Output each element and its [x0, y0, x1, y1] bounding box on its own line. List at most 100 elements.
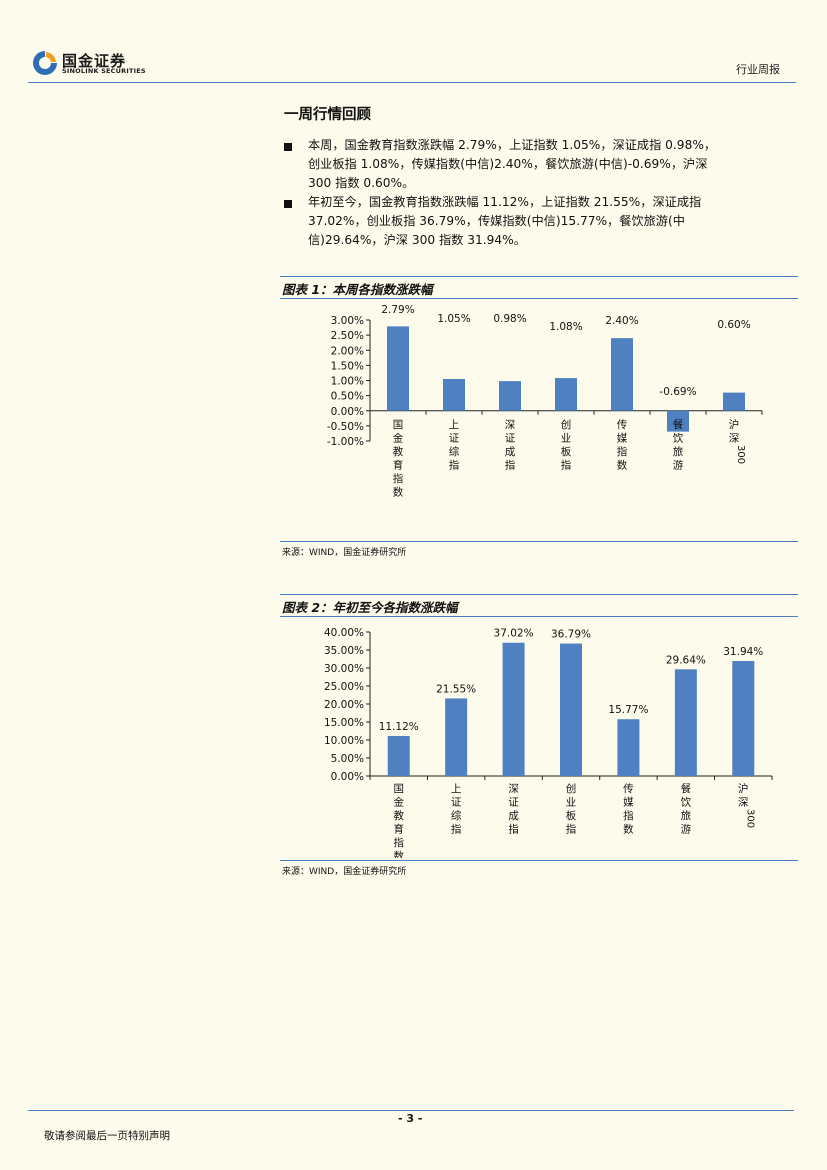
disclaimer-note: 敬请参阅最后一页特别声明: [44, 1130, 170, 1142]
y-tick-label: 0.00%: [331, 771, 364, 783]
paragraph-line: 信)29.64%，沪深 300 指数 31.94%。: [308, 233, 526, 247]
svg-text:国: 国: [393, 419, 404, 431]
svg-text:证: 证: [449, 433, 460, 445]
svg-text:国: 国: [393, 783, 404, 795]
figure-2-source: 来源：WIND，国金证券研究所: [282, 867, 407, 877]
y-tick-label: 1.50%: [331, 360, 364, 372]
bar: [674, 669, 697, 776]
category-label: 餐饮旅游: [681, 782, 692, 836]
data-label: 0.60%: [717, 319, 750, 331]
svg-text:指: 指: [451, 823, 462, 836]
figure-1-top-rule: [280, 276, 798, 277]
sinolink-logo-icon: [33, 51, 57, 75]
brand-name-cn: 国金证券: [62, 52, 127, 70]
bar: [611, 338, 633, 411]
data-label: 31.94%: [723, 646, 763, 658]
svg-text:深: 深: [738, 797, 749, 809]
category-label: 传媒指数: [623, 783, 634, 836]
y-tick-label: 15.00%: [324, 717, 364, 729]
svg-text:上: 上: [451, 783, 462, 795]
y-tick-label: 20.00%: [324, 699, 364, 711]
category-label: 创业板指: [561, 418, 572, 472]
svg-text:沪: 沪: [729, 418, 740, 431]
svg-text:成: 成: [505, 446, 516, 458]
svg-text:成: 成: [508, 810, 519, 822]
svg-text:证: 证: [505, 433, 516, 445]
svg-text:育: 育: [393, 823, 404, 836]
data-label: 1.08%: [549, 321, 582, 333]
category-label: 餐饮旅游: [673, 418, 684, 472]
bullet-paragraph-ytd: 年初至今，国金教育指数涨跌幅 11.12%，上证指数 21.55%，深证成指 3…: [308, 193, 786, 250]
bullet-marker: [284, 200, 292, 208]
figure-1-bottom-rule: [280, 541, 798, 542]
bullet-paragraph-weekly: 本周，国金教育指数涨跌幅 2.79%，上证指数 1.05%，深证成指 0.98%…: [308, 136, 786, 193]
y-tick-label: 0.50%: [331, 391, 364, 403]
data-label: 37.02%: [494, 628, 534, 640]
brand-name-en: SINOLINK SECURITIES: [62, 67, 146, 75]
y-tick-label: 2.00%: [331, 345, 364, 357]
paragraph-line: 300 指数 0.60%。: [308, 176, 415, 190]
svg-text:业: 业: [561, 433, 572, 445]
data-label: 36.79%: [551, 629, 591, 641]
data-label: 11.12%: [379, 721, 419, 733]
bar: [387, 326, 409, 411]
footer-divider: [28, 1110, 794, 1111]
y-tick-label: 2.50%: [331, 330, 364, 342]
svg-text:300: 300: [735, 445, 746, 464]
svg-text:餐: 餐: [673, 418, 684, 431]
figure-2-bottom-rule: [280, 860, 798, 861]
y-tick-label: -1.00%: [327, 436, 364, 448]
svg-text:教: 教: [393, 445, 404, 458]
svg-text:教: 教: [393, 809, 404, 822]
svg-text:证: 证: [451, 797, 462, 809]
svg-text:证: 证: [508, 797, 519, 809]
svg-text:传: 传: [623, 783, 634, 795]
section-title: 一周行情回顾: [284, 107, 371, 123]
bar: [499, 381, 521, 411]
data-label: 2.40%: [605, 315, 638, 327]
report-type-label: 行业周报: [736, 63, 780, 76]
paragraph-line: 年初至今，国金教育指数涨跌幅 11.12%，上证指数 21.55%，深证成指: [308, 195, 702, 209]
svg-text:指: 指: [508, 823, 519, 836]
svg-text:指: 指: [561, 459, 572, 472]
svg-text:深: 深: [729, 433, 740, 445]
svg-text:业: 业: [566, 797, 577, 809]
svg-text:指: 指: [623, 809, 634, 822]
svg-text:数: 数: [393, 486, 404, 499]
y-tick-label: 3.00%: [331, 315, 364, 327]
y-tick-label: 1.00%: [331, 376, 364, 388]
svg-text:创: 创: [561, 418, 572, 431]
bar: [445, 698, 468, 776]
y-tick-label: 35.00%: [324, 645, 364, 657]
svg-text:饮: 饮: [673, 432, 684, 445]
page-number: - 3 -: [398, 1112, 423, 1125]
data-label: 2.79%: [381, 304, 414, 316]
data-label: -0.69%: [659, 386, 696, 398]
bar: [732, 661, 755, 776]
figure-2-title: 图表 2：年初至今各指数涨跌幅: [282, 600, 458, 615]
svg-text:指: 指: [449, 459, 460, 472]
data-label: 15.77%: [608, 704, 648, 716]
figure-2-title-rule: [280, 616, 798, 617]
svg-text:指: 指: [617, 445, 628, 458]
paragraph-line: 本周，国金教育指数涨跌幅 2.79%，上证指数 1.05%，深证成指 0.98%…: [308, 138, 717, 152]
svg-text:指: 指: [393, 472, 404, 485]
svg-text:深: 深: [505, 419, 516, 431]
data-label: 0.98%: [493, 313, 526, 325]
category-label: 国金教育指数: [393, 783, 404, 858]
bar: [443, 378, 465, 411]
bar: [502, 642, 525, 776]
svg-text:创: 创: [566, 782, 577, 795]
svg-text:育: 育: [393, 459, 404, 472]
svg-text:游: 游: [681, 823, 692, 836]
bar: [555, 378, 577, 411]
bar: [560, 643, 582, 776]
paragraph-line: 创业板指 1.08%，传媒指数(中信)2.40%，餐饮旅游(中信)-0.69%，…: [308, 157, 708, 171]
y-tick-label: 25.00%: [324, 681, 364, 693]
svg-text:深: 深: [508, 783, 519, 795]
category-label: 深证成指: [505, 419, 516, 472]
